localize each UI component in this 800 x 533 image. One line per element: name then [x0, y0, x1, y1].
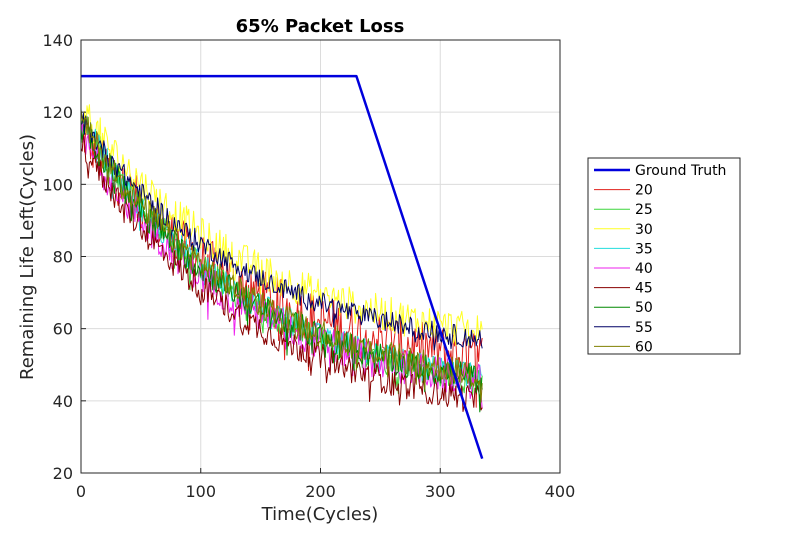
x-tick-label: 400: [545, 482, 576, 501]
y-tick-label: 40: [53, 392, 73, 411]
y-tick-label: 60: [53, 320, 73, 339]
legend-label: 40: [635, 261, 653, 277]
legend-label: 45: [635, 281, 653, 297]
y-tick-label: 140: [42, 31, 73, 50]
y-axis-label: Remaining Life Left(Cycles): [17, 134, 38, 380]
legend-label: 20: [635, 183, 653, 199]
y-tick-label: 20: [53, 464, 73, 483]
series-line-45: [80, 133, 483, 412]
legend-label: 25: [635, 202, 653, 218]
y-tick-label: 80: [53, 248, 73, 267]
y-tick-label: 120: [42, 103, 73, 122]
x-tick-label: 300: [425, 482, 456, 501]
chart-title: 65% Packet Loss: [236, 16, 405, 37]
x-tick-label: 100: [185, 482, 216, 501]
legend-label: Ground Truth: [635, 163, 726, 179]
legend-label: 30: [635, 222, 653, 238]
x-tick-label: 0: [76, 482, 86, 501]
series-group: [80, 74, 484, 459]
series-line-ground-truth: [81, 74, 484, 459]
series-line-50: [80, 117, 483, 413]
legend-label: 60: [635, 339, 653, 355]
legend-label: 35: [635, 241, 653, 257]
legend: Ground Truth 20 25 30 35 40 45 50 55 60: [587, 157, 741, 355]
legend-label: 50: [635, 300, 653, 316]
x-axis-label: Time(Cycles): [261, 504, 379, 525]
legend-label: 55: [635, 320, 653, 336]
series-line-60: [80, 109, 483, 403]
series-line-55: [80, 112, 483, 351]
x-tick-label: 200: [305, 482, 336, 501]
legend-box: [587, 157, 741, 355]
y-tick-label: 100: [42, 175, 73, 194]
ticks: 0 100 200 300 400 20 40 60 80 100 120 140: [42, 31, 575, 501]
